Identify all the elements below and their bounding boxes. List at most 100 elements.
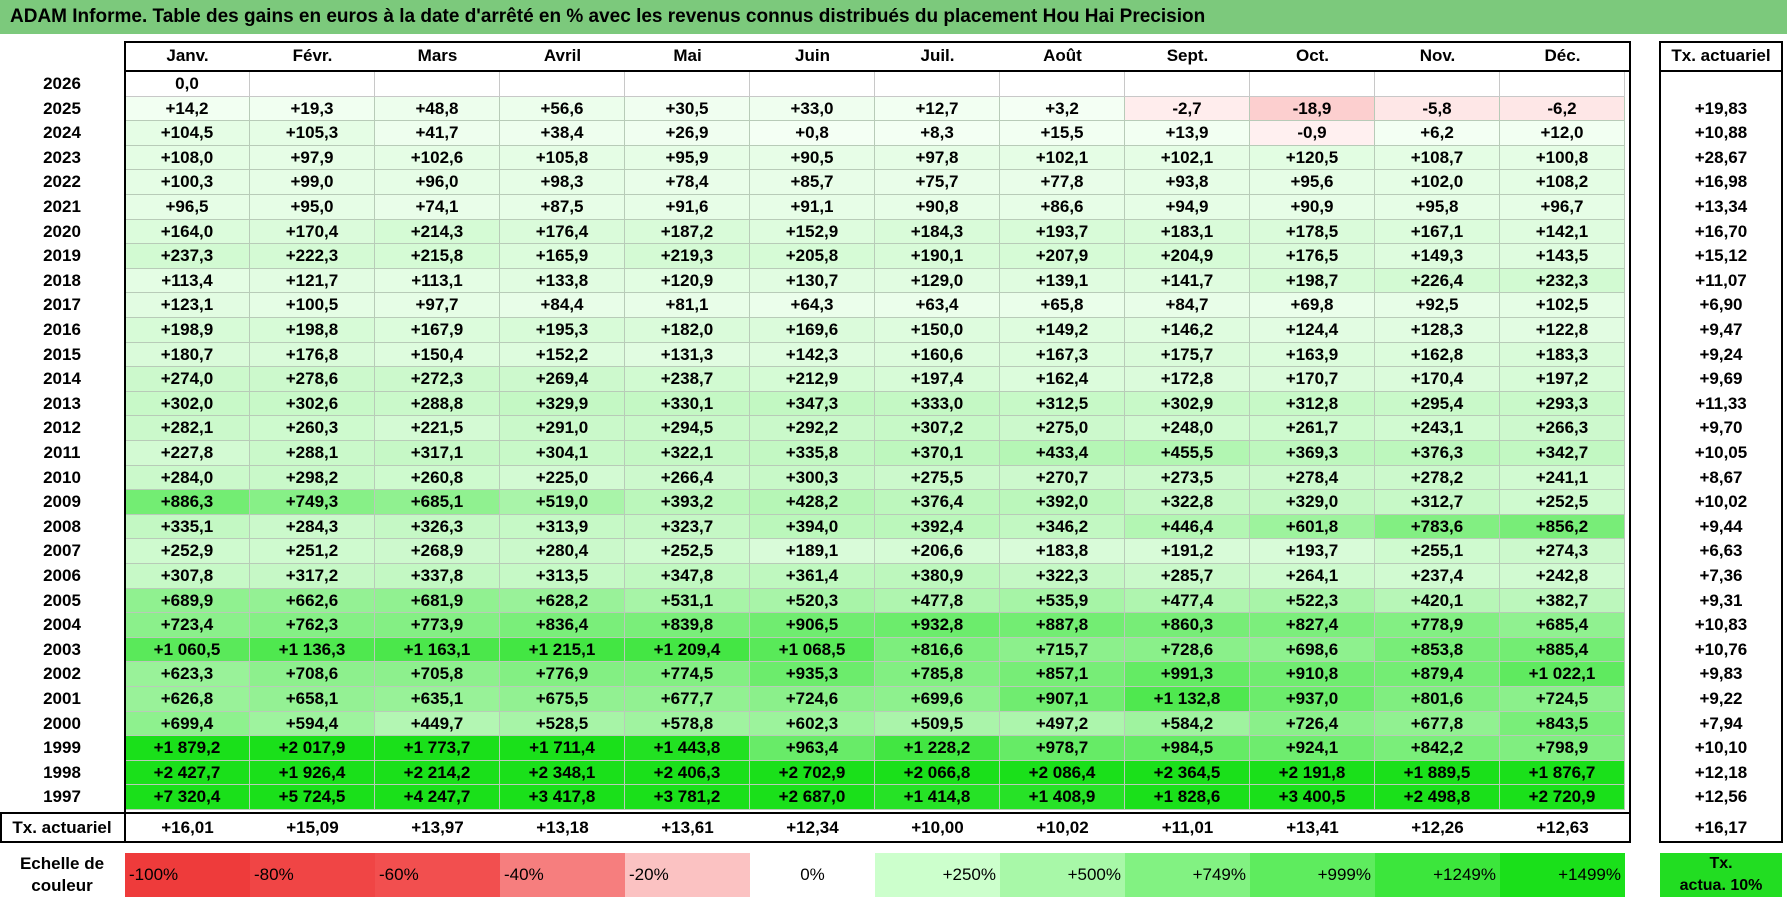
table-cell: +392,4 [875,514,1000,540]
table-cell: +175,7 [1125,342,1250,368]
table-cell: +219,3 [625,244,750,269]
footer-cell: +16,01 [161,818,214,837]
table-cell: +685,4 [1500,613,1625,638]
table-cell: +519,0 [500,490,625,515]
table-cell: +260,3 [250,416,375,441]
report-title: ADAM Informe. Table des gains en euros à… [0,0,1787,34]
rate-cell: +9,47 [1699,320,1743,339]
table-cell: +102,1 [1000,145,1125,171]
month-header: Mai [673,46,702,65]
table-cell: +284,3 [250,514,375,540]
table-cell: +242,8 [1500,564,1625,589]
table-cell: +887,8 [1000,613,1125,638]
table-cell: +322,1 [625,441,750,466]
year-label: 2005 [43,590,81,610]
table-cell: +370,1 [875,441,1000,466]
table-cell: +121,7 [250,268,375,294]
table-cell: +227,8 [125,441,250,466]
table-cell: +6,2 [1375,121,1500,146]
table-cell: +699,4 [125,711,250,737]
table-cell: +2 348,1 [500,760,625,786]
table-cell: +698,6 [1250,637,1375,663]
table-cell: +677,7 [625,687,750,712]
year-label: 1999 [43,738,81,758]
table-cell: +99,0 [250,170,375,195]
table-cell: +1 773,7 [375,736,500,761]
footer-cell: +12,34 [786,818,839,837]
table-cell: +97,8 [875,145,1000,171]
table-cell: +602,3 [750,711,875,737]
table-cell: +774,5 [625,662,750,687]
table-cell: +19,3 [250,96,375,122]
table-cell: +313,5 [500,564,625,589]
table-cell: +723,4 [125,613,250,638]
table-cell: +288,1 [250,441,375,466]
table-cell: +183,3 [1500,342,1625,368]
table-cell: +885,4 [1500,637,1625,663]
table-cell: +190,1 [875,244,1000,269]
table-cell: +105,3 [250,121,375,146]
table-cell: +749,3 [250,490,375,515]
table-cell: +248,0 [1125,416,1250,441]
table-cell: +275,0 [1000,416,1125,441]
table-cell: +839,8 [625,613,750,638]
table-cell: +100,5 [250,293,375,318]
table-cell: +705,8 [375,662,500,687]
table-cell: +302,9 [1125,391,1250,417]
table-cell: +139,1 [1000,268,1125,294]
year-label: 2011 [43,443,81,462]
table-cell: +0,8 [750,121,875,146]
table-cell: +12,0 [1500,121,1625,146]
table-cell: +322,3 [1000,564,1125,589]
table-cell: +776,9 [500,662,625,687]
table-cell: +97,9 [250,145,375,171]
table-cell: +266,4 [625,465,750,491]
year-label: 2014 [43,369,81,389]
table-cell: +120,9 [625,268,750,294]
table-cell: +96,7 [1500,195,1625,220]
table-cell: +90,5 [750,145,875,171]
table-cell [375,72,500,97]
scale-label-line1: Echelle de [19,854,105,873]
year-label: 2024 [43,123,81,143]
table-cell: +95,9 [625,145,750,171]
table-cell: +170,4 [250,219,375,245]
table-cell: +307,2 [875,416,1000,441]
table-cell: +81,1 [625,293,750,318]
year-label: 2010 [43,467,81,487]
table-cell: +798,9 [1500,736,1625,761]
table-cell: +860,3 [1125,613,1250,638]
table-cell: +198,8 [250,318,375,343]
table-cell: +131,3 [625,342,750,368]
table-cell: +232,3 [1500,268,1625,294]
table-cell: +816,6 [875,637,1000,663]
table-cell: +291,0 [500,416,625,441]
rate-cell: +10,02 [1694,492,1748,512]
table-cell: +252,5 [1500,490,1625,515]
rate-cell: +6,63 [1699,541,1743,561]
table-cell: +142,1 [1500,219,1625,245]
footer-cell: +13,61 [661,818,714,837]
month-header: Août [1043,46,1082,65]
scale-swatch: +500% [1000,853,1125,897]
table-cell: +78,4 [625,170,750,195]
table-cell: +207,9 [1000,244,1125,269]
table-cell: +167,3 [1000,342,1125,368]
table-cell [1375,72,1500,97]
table-cell: +2 364,5 [1125,760,1250,786]
month-header: Janv. [166,46,209,65]
table-cell: +594,4 [250,711,375,737]
rate-cell: +13,34 [1694,197,1748,216]
scale-rate-box: Tx. actua. 10% [1660,853,1782,897]
table-cell: +578,8 [625,711,750,737]
footer-label: Tx. actuariel [12,818,112,837]
table-cell: +270,7 [1000,465,1125,491]
scale-swatch: -40% [500,853,625,897]
table-cell: +433,4 [1000,441,1125,466]
year-label: 2002 [43,664,81,684]
table-cell: +280,4 [500,539,625,564]
table-cell: +91,1 [750,195,875,220]
table-cell: +675,5 [500,687,625,712]
table-cell: +907,1 [1000,687,1125,712]
table-cell: +273,5 [1125,465,1250,491]
